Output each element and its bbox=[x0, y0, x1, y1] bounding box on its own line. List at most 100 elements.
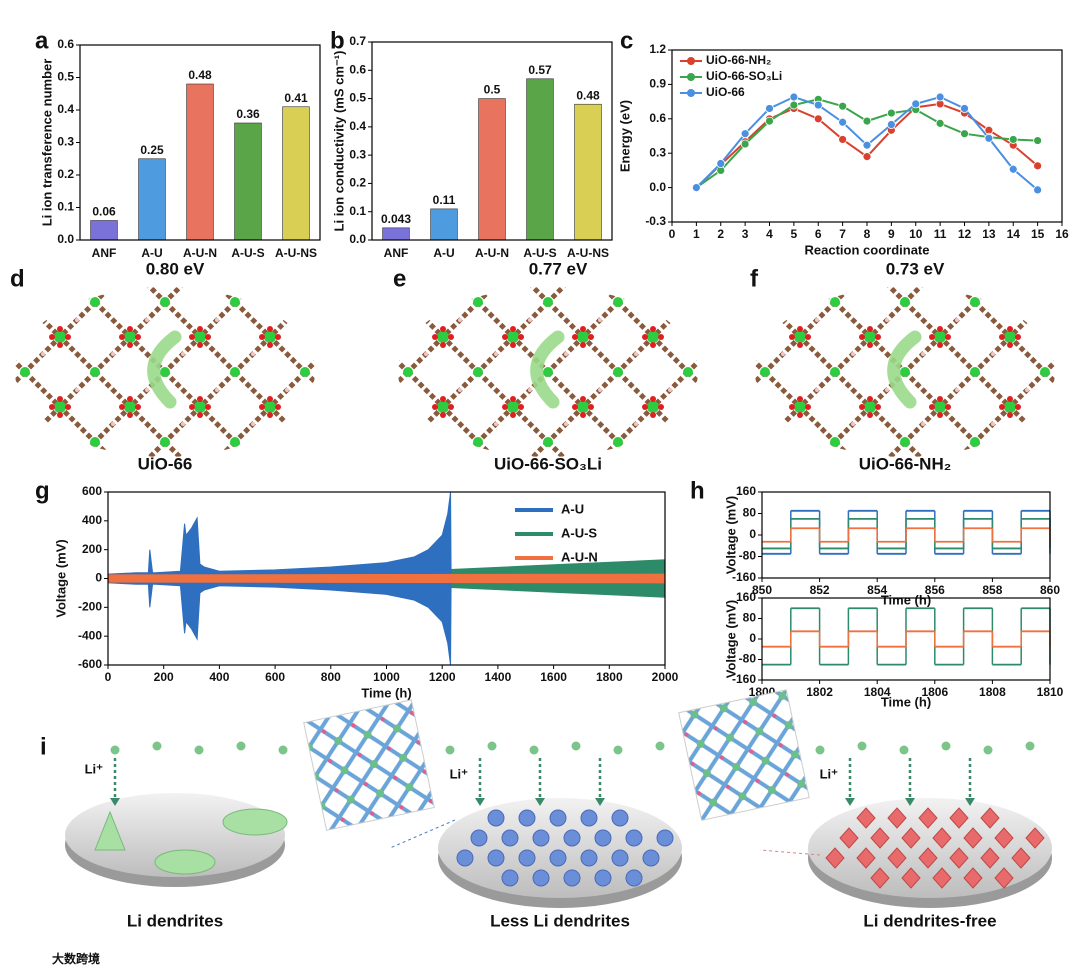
y-tick-label: 0.0 bbox=[649, 180, 666, 194]
li-ion bbox=[487, 741, 497, 751]
y-axis-title: Voltage (mV) bbox=[53, 539, 68, 618]
marker bbox=[1008, 135, 1018, 144]
li-ion bbox=[445, 745, 455, 755]
bar bbox=[282, 106, 310, 241]
mof-particle bbox=[625, 869, 643, 887]
structure-label: UiO-66 bbox=[138, 454, 193, 473]
y-tick-label: 0.6 bbox=[57, 37, 74, 51]
x-tick-label: A-U bbox=[141, 246, 162, 260]
bar-value-label: 0.043 bbox=[381, 212, 411, 226]
x-tick-label: 3 bbox=[742, 227, 749, 241]
panel-letter: d bbox=[10, 265, 25, 292]
panel-letter: e bbox=[393, 265, 406, 292]
x-axis-title: Reaction coordinate bbox=[805, 242, 930, 257]
marker bbox=[740, 129, 750, 139]
y-tick-label: 400 bbox=[82, 513, 102, 527]
legend-marker bbox=[687, 57, 695, 65]
li-pathway bbox=[147, 330, 182, 409]
y-tick-label: 0.4 bbox=[349, 119, 366, 133]
marker bbox=[789, 100, 799, 110]
li-ion bbox=[655, 741, 665, 751]
bar bbox=[526, 78, 554, 241]
x-tick-label: 1400 bbox=[485, 670, 512, 684]
mof-particle bbox=[594, 869, 612, 887]
li-ion bbox=[899, 745, 909, 755]
mof-crystal bbox=[949, 847, 969, 869]
y-axis-title: Voltage (mV) bbox=[723, 496, 738, 575]
watermark: 大数跨境 bbox=[52, 951, 100, 966]
mof-particle bbox=[501, 829, 519, 847]
y-tick-label: 0.6 bbox=[649, 111, 666, 125]
x-axis-title: Time (h) bbox=[881, 592, 931, 607]
marker bbox=[1033, 136, 1043, 145]
caption: Less Li dendrites bbox=[490, 911, 630, 930]
x-tick-label: 2 bbox=[717, 227, 724, 241]
mof-crystal bbox=[1025, 827, 1045, 849]
x-tick-label: 860 bbox=[1040, 583, 1060, 597]
x-tick-label: A-U-S bbox=[523, 246, 556, 260]
li-ion bbox=[941, 741, 951, 751]
x-tick-label: 12 bbox=[958, 227, 972, 241]
mof-crystal bbox=[839, 827, 859, 849]
y-tick-label: -80 bbox=[739, 652, 757, 666]
x-tick-label: 600 bbox=[265, 670, 285, 684]
bar bbox=[186, 83, 214, 241]
bar-value-label: 0.48 bbox=[576, 88, 600, 102]
mof-crystal bbox=[901, 867, 921, 889]
bar bbox=[138, 158, 166, 241]
y-tick-label: 0.2 bbox=[349, 176, 366, 190]
mof-crystal bbox=[825, 847, 845, 869]
bar bbox=[234, 122, 262, 241]
x-tick-label: 1802 bbox=[806, 685, 833, 699]
y-tick-label: 0.1 bbox=[349, 204, 366, 218]
x-tick-label: 7 bbox=[839, 227, 846, 241]
legend-label: UiO-66-NH₂ bbox=[706, 53, 771, 67]
x-tick-label: 8 bbox=[864, 227, 871, 241]
marker bbox=[789, 92, 799, 102]
x-tick-label: 1200 bbox=[429, 670, 456, 684]
marker bbox=[716, 159, 726, 168]
x-tick-label: A-U-NS bbox=[275, 246, 317, 260]
mof-structure bbox=[15, 287, 315, 457]
x-tick-label: 0 bbox=[669, 227, 676, 241]
bar-value-label: 0.41 bbox=[284, 91, 308, 105]
legend-label: A-U-N bbox=[561, 549, 598, 564]
x-tick-label: 0 bbox=[105, 670, 112, 684]
structure-label: UiO-66-NH₂ bbox=[859, 454, 952, 473]
caption: Li dendrites-free bbox=[863, 911, 996, 930]
li-ion bbox=[815, 745, 825, 755]
mof-particle bbox=[501, 869, 519, 887]
y-tick-label: 200 bbox=[82, 542, 102, 556]
mof-crystal bbox=[856, 807, 876, 829]
li-ion bbox=[529, 745, 539, 755]
marker bbox=[691, 183, 701, 193]
plot-frame bbox=[761, 491, 1051, 579]
mof-crystal bbox=[918, 847, 938, 869]
y-tick-label: -600 bbox=[78, 657, 102, 671]
mof-particle bbox=[549, 849, 567, 867]
x-tick-label: 1806 bbox=[921, 685, 948, 699]
y-tick-label: 0.4 bbox=[57, 102, 74, 116]
mof-crystal bbox=[887, 807, 907, 829]
arrow-head bbox=[965, 798, 975, 806]
marker bbox=[886, 108, 896, 118]
mof-particle bbox=[518, 849, 536, 867]
x-tick-label: 11 bbox=[934, 227, 947, 241]
marker bbox=[838, 135, 848, 144]
zoom-line bbox=[759, 849, 821, 856]
legend-marker bbox=[687, 89, 695, 97]
x-tick-label: 13 bbox=[982, 227, 996, 241]
x-tick-label: 1808 bbox=[979, 685, 1006, 699]
x-tick-label: A-U-N bbox=[475, 246, 509, 260]
x-tick-label: A-U-NS bbox=[567, 246, 609, 260]
li-ion bbox=[152, 741, 162, 751]
y-tick-label: -400 bbox=[78, 628, 102, 642]
marker bbox=[862, 116, 872, 126]
x-tick-label: 14 bbox=[1007, 227, 1021, 241]
dendrite bbox=[222, 808, 288, 836]
li-ion bbox=[613, 745, 623, 755]
mof-particle bbox=[456, 849, 474, 867]
li-ion bbox=[857, 741, 867, 751]
marker bbox=[838, 117, 848, 127]
ion-label: Li⁺ bbox=[820, 766, 839, 781]
